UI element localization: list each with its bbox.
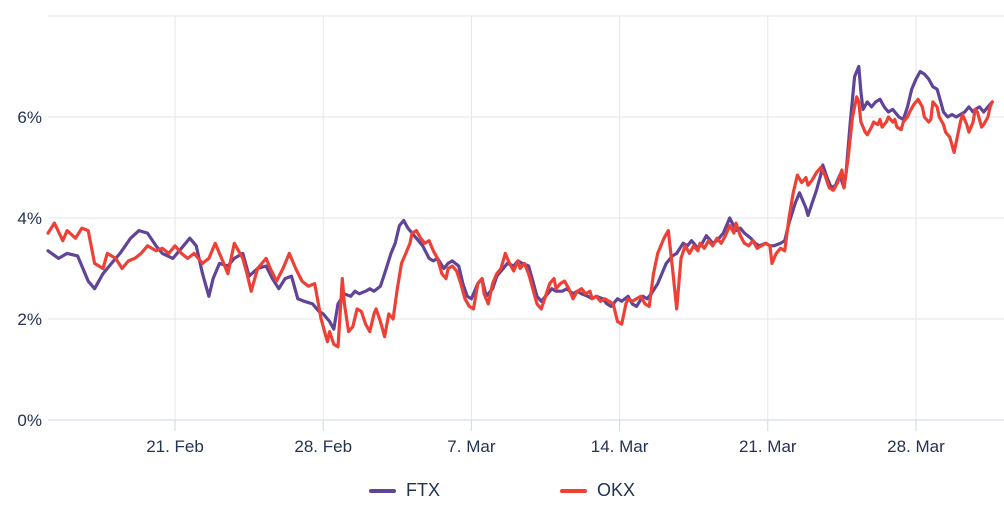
chart-legend: FTX OKX xyxy=(0,480,1004,501)
x-axis-tick-label: 28. Feb xyxy=(294,437,352,456)
y-axis-tick-label: 6% xyxy=(17,108,42,127)
okx-legend-label: OKX xyxy=(596,480,635,500)
legend-item-ftx[interactable]: FTX xyxy=(368,480,440,501)
y-axis-tick-label: 0% xyxy=(17,411,42,430)
ftx-series-line xyxy=(46,64,994,331)
y-axis-tick-label: 2% xyxy=(17,310,42,329)
x-axis-tick-label: 7. Mar xyxy=(447,437,496,456)
x-axis-tick-label: 21. Feb xyxy=(146,437,204,456)
ftx-legend-marker-icon xyxy=(368,488,396,493)
chart-plot-area: 0% 2% 4% 6% 21. Feb 28. Feb 7. Mar 14. Mar 21. M… xyxy=(17,15,1004,456)
x-axis-tick-label: 14. Mar xyxy=(591,437,649,456)
okx-series-line xyxy=(46,95,994,349)
okx-legend-marker-icon xyxy=(559,488,587,493)
x-axis-tick-label: 21. Mar xyxy=(739,437,797,456)
x-axis-tick-label: 28. Mar xyxy=(887,437,945,456)
legend-item-okx[interactable]: OKX xyxy=(559,480,635,501)
ftx-legend-label: FTX xyxy=(405,480,440,500)
y-axis-tick-label: 4% xyxy=(17,209,42,228)
